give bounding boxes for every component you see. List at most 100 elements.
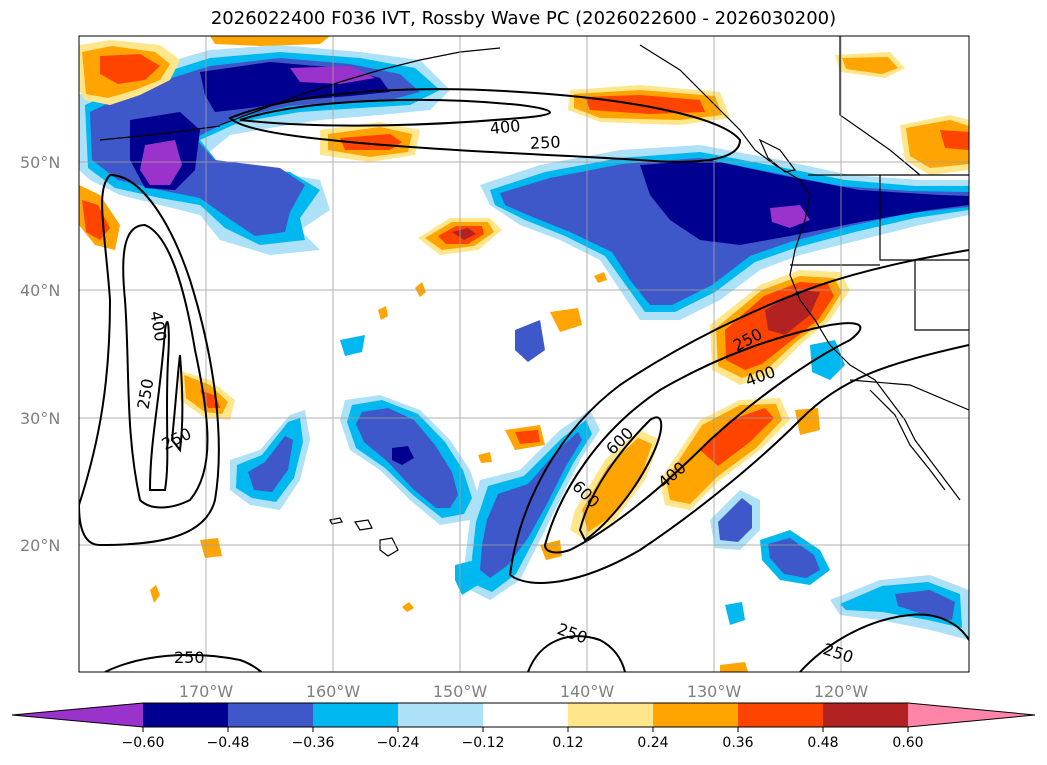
coastlines (99, 36, 969, 557)
neg-region-mid-5 (770, 205, 810, 228)
pos-region-n-top (210, 36, 330, 46)
hawaii-island-3 (379, 537, 399, 557)
neg-region-small-4 (725, 602, 745, 625)
colorbar-tick-label: −0.48 (207, 735, 250, 751)
neg-region-east (810, 340, 845, 380)
pos-region-nw-c (100, 54, 160, 84)
colorbar-tick-label: −0.36 (292, 735, 335, 751)
lat-label-30n: 30°N (20, 409, 60, 428)
us-state-border-3 (914, 260, 969, 331)
lon-label-150w: 150°W (433, 682, 488, 701)
colorbar-tick-label: −0.24 (377, 735, 420, 751)
map-area: 400 250 400 250 250 600 250 400 400 600 … (79, 36, 969, 672)
pos-region-n-right-2c (940, 130, 969, 150)
colorbar-segment (483, 703, 568, 727)
neg-region-sub-5b (768, 538, 820, 578)
pos-region-dot-4 (594, 272, 607, 283)
pos-region-n-right-1b (842, 57, 898, 74)
latitude-labels: 50°N 40°N 30°N 20°N (20, 153, 60, 555)
neg-region-sub-2c (248, 436, 293, 492)
neg-region-north-3 (90, 58, 420, 236)
lon-label-120w: 120°W (814, 682, 869, 701)
colorbar-segment (143, 703, 228, 727)
colorbar-segment (228, 703, 313, 727)
pos-region-sub-east-c (700, 408, 774, 466)
colorbar-extend-low (12, 703, 143, 727)
contour-mid-250b (509, 344, 969, 584)
colorbar-tick-label: 0.48 (807, 735, 838, 751)
west-coast (789, 194, 961, 501)
pos-region-cal-d (765, 290, 820, 335)
lon-label-170w: 170°W (179, 682, 234, 701)
pos-region-dot-2 (402, 602, 414, 612)
lon-label-140w: 140°W (560, 682, 615, 701)
colorbar-tick-label: −0.60 (122, 735, 165, 751)
hawaii-island-1 (329, 517, 343, 525)
contour-west-250 (79, 173, 220, 547)
colorbar-segment (653, 703, 738, 727)
hawaii-island-2 (354, 519, 373, 531)
colorbar-tick-label: 0.36 (722, 735, 753, 751)
contour-north-250 (228, 88, 742, 163)
us-state-border-1 (879, 175, 969, 261)
colorbar (11, 702, 1036, 728)
lat-label-20n: 20°N (20, 536, 60, 555)
pos-region-mid-3 (550, 308, 582, 332)
contour-mid-250 (509, 249, 969, 576)
neg-region-sub-4b (718, 498, 752, 542)
lat-label-40n: 40°N (20, 281, 60, 300)
ivt-contours (79, 88, 969, 672)
lat-label-50n: 50°N (20, 153, 60, 172)
colorbar-tick-label: 0.60 (892, 735, 923, 751)
contour-south-250b (527, 635, 626, 672)
colorbar-segment (398, 703, 483, 727)
contour-west-600 (148, 321, 170, 491)
colorbar-tick-label: −0.12 (462, 735, 505, 751)
vancouver-island (758, 138, 797, 173)
colorbar-tick-label: 0.12 (552, 735, 583, 751)
contour-label: 400 (489, 116, 521, 138)
contour-mid-600 (578, 416, 663, 542)
positive-ivt-shading (79, 36, 969, 672)
pos-region-dot-6 (378, 306, 388, 320)
colorbar-ticks: −0.60 −0.48 −0.36 −0.24 −0.12 0.12 0.24 0.36 0.4… (122, 727, 924, 751)
baja-coast (869, 389, 946, 491)
pos-region-mid-2b (515, 430, 540, 444)
contour-south-250c (799, 613, 969, 672)
pos-region-s-3 (720, 662, 748, 672)
colorbar-extend-high (908, 703, 1035, 727)
contour-label: 250 (174, 648, 205, 667)
colorbar-segment (738, 703, 823, 727)
neg-region-small-1 (340, 335, 365, 356)
contour-west-400 (122, 223, 209, 509)
neg-region-small-3 (455, 560, 478, 595)
alaska-coast (219, 47, 501, 126)
bc-coast (639, 44, 811, 196)
colorbar-segment (313, 703, 398, 727)
lon-label-160w: 160°W (306, 682, 361, 701)
contour-label: 250 (530, 132, 561, 153)
neg-region-sub-6c (895, 590, 955, 620)
graticule (79, 36, 969, 672)
contour-north-400 (239, 99, 551, 127)
pos-region-dot-5 (478, 452, 492, 463)
pos-region-e-1 (795, 408, 820, 435)
pos-region-mid-1d (452, 228, 476, 240)
neg-region-sub-3c (480, 432, 582, 578)
contour-south-250 (104, 653, 263, 672)
contour-mid-400 (543, 322, 862, 554)
colorbar-segment (823, 703, 908, 727)
neg-region-small-2 (515, 320, 545, 362)
lon-label-130w: 130°W (687, 682, 742, 701)
map-title: 2026022400 F036 IVT, Rossby Wave PC (202… (210, 8, 837, 29)
pos-region-n-mid-c (585, 95, 705, 114)
aleutian-islands (99, 125, 221, 141)
contour-west-600b (170, 354, 184, 453)
pos-region-dot-1 (150, 585, 160, 603)
neg-region-sub-1d (392, 446, 414, 465)
colorbar-tick-label: 0.24 (637, 735, 668, 751)
pos-region-sub-mid-b (582, 438, 652, 532)
neg-region-mid-4 (640, 160, 969, 245)
colorbar-segment (568, 703, 653, 727)
